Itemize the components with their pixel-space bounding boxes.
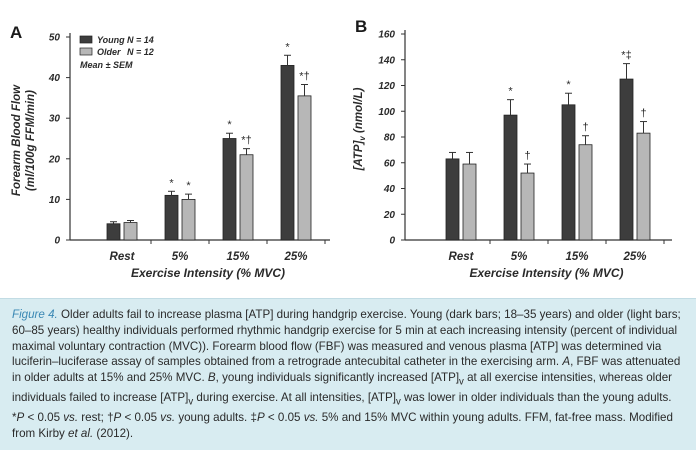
caption-vs: vs. (160, 411, 176, 425)
x-category-label: Rest (110, 251, 136, 263)
y-tick-label: 100 (378, 107, 395, 118)
caption-panel-a-ref: A (562, 355, 571, 369)
significance-marker: † (524, 150, 530, 162)
significance-marker: *† (241, 135, 251, 147)
caption-subscript: v (459, 376, 464, 388)
caption-text: , young individuals significantly increa… (215, 371, 460, 385)
bar-young (106, 223, 121, 241)
bar-young (503, 114, 518, 241)
significance-marker: † (640, 108, 646, 120)
caption-text: was lower in older individuals than the … (12, 391, 672, 425)
legend-swatch-older (79, 47, 93, 56)
bar-older (239, 154, 254, 241)
significance-marker: * (186, 180, 191, 192)
y-axis-title-units: (ml/100g FFM/min) (25, 90, 37, 191)
significance-marker: *† (299, 71, 309, 83)
y-tick-label: 80 (384, 133, 396, 144)
bar-older (297, 95, 312, 241)
bar-older (123, 222, 138, 241)
caption-text: < 0.05 (121, 411, 161, 425)
panel-letter-a: A (10, 23, 22, 42)
panel-letter-b: B (355, 17, 367, 36)
caption-text: Older adults fail to increase plasma [AT… (12, 308, 681, 369)
caption-figure-label: Figure 4. (12, 308, 58, 321)
legend-note: Mean ± SEM (80, 60, 133, 70)
figure: A B 0 10 20 30 40 50 Rest 5% 15% 25% * * * * *† *† Exerc… (10, 17, 672, 280)
caption-text: young adults. ‡ (175, 411, 257, 425)
y-tick-label: 20 (383, 210, 396, 221)
bar-young (561, 104, 576, 241)
significance-marker: * (169, 177, 174, 189)
caption-text: , FBF was attenuated in older adults at … (12, 355, 681, 385)
significance-marker: *‡ (621, 50, 631, 62)
caption-et-al: et al. (68, 427, 94, 441)
legend-label: Young (97, 35, 125, 45)
y-tick-label: 40 (383, 184, 396, 195)
y-tick-label: 60 (384, 158, 396, 169)
bar-young (164, 194, 179, 241)
caption-subscript: v (188, 396, 194, 408)
y-tick-label: 0 (54, 236, 60, 247)
panel-a-chart: 0 10 20 30 40 50 Rest 5% 15% 25% * * * * *† *† Exercise … (11, 33, 330, 280)
y-tick-label: 50 (49, 33, 61, 44)
y-tick-label: 10 (49, 195, 61, 206)
x-category-label: 25% (283, 251, 307, 263)
significance-marker: * (566, 79, 571, 91)
significance-marker: * (227, 119, 232, 131)
caption-panel-b-ref: B (207, 371, 216, 385)
bar-young (445, 158, 460, 241)
x-axis-title: Exercise Intensity (% MVC) (469, 266, 623, 280)
bar-young (280, 65, 295, 241)
significance-marker: * (508, 86, 513, 98)
y-tick-label: 140 (378, 55, 395, 66)
x-category-label: 15% (565, 251, 588, 263)
y-axis-title: Forearm Blood Flow (11, 84, 23, 196)
caption-p-symbol: P (256, 411, 265, 425)
caption-subscript: v (395, 396, 401, 408)
significance-marker: † (582, 122, 588, 134)
x-category-label: 25% (622, 251, 646, 263)
caption-text: < 0.05 (24, 411, 64, 425)
legend-swatch-young (79, 35, 93, 44)
bar-older (462, 163, 477, 241)
x-category-label: 15% (226, 251, 249, 263)
figure-caption: Figure 4. Older adults fail to increase … (0, 298, 696, 450)
y-tick-label: 0 (389, 236, 395, 247)
caption-vs: vs. (63, 411, 79, 425)
bar-older (578, 144, 593, 241)
bar-young (222, 138, 237, 241)
bar-older (636, 132, 651, 241)
panel-b-chart: 0 20 40 60 80 100 120 140 160 Rest 5% 15% 25% * * *‡ † † †… (353, 30, 672, 280)
bar-older (520, 172, 535, 241)
x-category-label: 5% (511, 251, 528, 263)
bar-older (181, 198, 196, 241)
y-axis-title: [ATP]v (nmol/L) (353, 87, 367, 171)
x-category-label: 5% (172, 251, 189, 263)
caption-text: < 0.05 (264, 411, 304, 425)
legend-n: N = 14 (127, 35, 154, 45)
significance-marker: * (285, 41, 290, 53)
bar-young (619, 78, 634, 241)
legend-n: N = 12 (127, 47, 154, 57)
y-tick-label: 40 (48, 73, 61, 84)
y-tick-label: 20 (48, 154, 61, 165)
x-axis-title: Exercise Intensity (% MVC) (131, 266, 285, 280)
caption-text: during exercise. At all intensities, [AT… (193, 391, 396, 405)
y-tick-label: 30 (49, 114, 61, 125)
y-tick-label: 160 (378, 30, 395, 41)
caption-text: rest; † (78, 411, 114, 425)
y-tick-label: 120 (378, 81, 395, 92)
caption-text: (2012). (93, 427, 134, 441)
caption-text: 5% and 15% MVC within young adults. FFM,… (12, 411, 673, 441)
caption-p-symbol: P (16, 411, 25, 425)
legend-label: Older (97, 47, 121, 57)
caption-text: at all exercise intensities, whereas old… (12, 371, 673, 405)
caption-vs: vs. (303, 411, 319, 425)
x-category-label: Rest (449, 251, 475, 263)
caption-p-symbol: P (113, 411, 122, 425)
